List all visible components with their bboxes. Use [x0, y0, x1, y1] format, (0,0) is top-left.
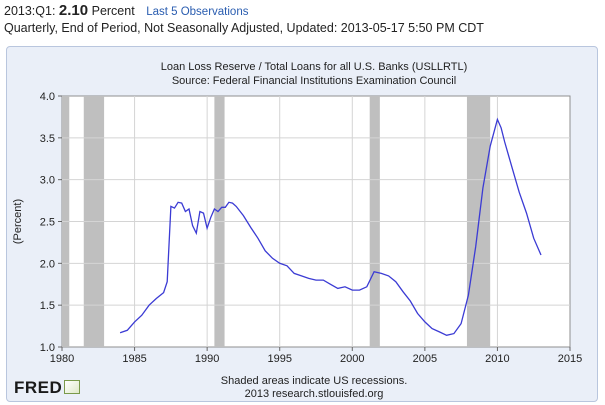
- x-tick-label: 1985: [122, 353, 146, 365]
- x-tick-label: 2010: [485, 353, 509, 365]
- y-tick-label: 2.5: [40, 217, 55, 229]
- latest-value: 2.10: [58, 2, 89, 19]
- series-metadata: Quarterly, End of Period, Not Seasonally…: [4, 21, 484, 35]
- x-tick-label: 2015: [558, 353, 582, 365]
- y-tick-label: 2.0: [40, 258, 55, 270]
- y-axis: 1.0 1.5 2.0 2.5 3.0 3.5 4.0: [40, 91, 62, 354]
- x-tick-label: 1990: [195, 353, 219, 365]
- chart-title: Loan Loss Reserve / Total Loans for all …: [161, 61, 468, 73]
- y-tick-label: 3.0: [40, 175, 55, 187]
- x-tick-label: 2000: [340, 353, 364, 365]
- x-tick-label: 1995: [267, 353, 291, 365]
- y-tick-label: 4.0: [40, 91, 55, 103]
- y-axis-label: (Percent): [12, 199, 24, 244]
- x-tick-label: 2005: [413, 353, 437, 365]
- y-tick-label: 1.0: [40, 342, 55, 354]
- series-line: [119, 117, 542, 336]
- period-label: 2013:Q1:: [4, 4, 56, 18]
- gridlines: [62, 96, 570, 347]
- chart-subtitle: Source: Federal Financial Institutions E…: [172, 75, 456, 87]
- fred-logo: FRED: [14, 378, 81, 398]
- recession-note: Shaded areas indicate US recessions.: [221, 375, 408, 387]
- y-tick-label: 1.5: [40, 300, 55, 312]
- logo-graph-icon: [64, 380, 81, 394]
- x-axis: 1980 1985 1990 1995 2000 2005 2010 2015: [50, 347, 582, 365]
- last-observations-link[interactable]: Last 5 Observations: [146, 6, 249, 18]
- x-tick-label: 1980: [50, 353, 74, 365]
- y-tick-label: 3.5: [40, 133, 55, 145]
- header-summary: 2013:Q1: 2.10 Percent Last 5 Observation…: [4, 2, 248, 19]
- source-url: 2013 research.stlouisfed.org: [245, 388, 384, 400]
- unit-label: Percent: [91, 4, 135, 18]
